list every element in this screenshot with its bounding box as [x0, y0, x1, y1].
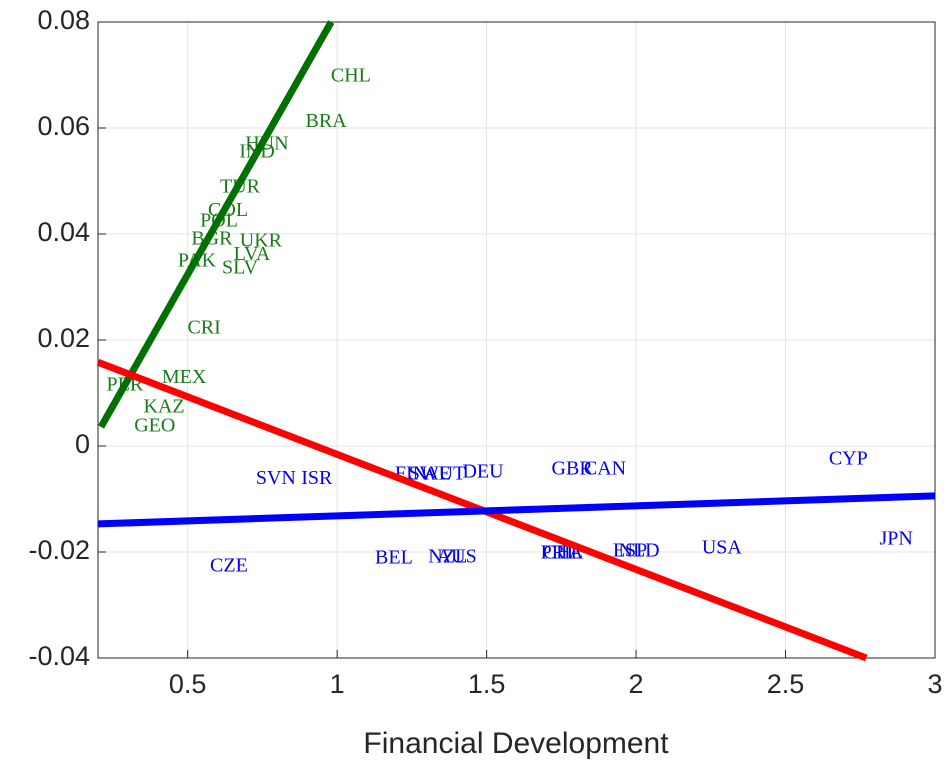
- point-label: NLD: [619, 540, 660, 562]
- x-axis-label: Financial Development: [363, 727, 669, 760]
- point-label: CZE: [210, 554, 248, 576]
- point-label: CYP: [829, 447, 868, 469]
- point-label: USA: [702, 536, 743, 558]
- point-label: NZL: [428, 545, 467, 567]
- point-label: AUT: [424, 463, 465, 485]
- point-label: ISR: [301, 467, 333, 489]
- x-tick-label: 1: [330, 669, 345, 699]
- point-label: CAN: [584, 457, 626, 479]
- point-label: MEX: [162, 366, 207, 388]
- point-label: LVA: [234, 243, 271, 265]
- y-tick-label: -0.02: [28, 535, 90, 565]
- x-tick-label: 3: [927, 669, 942, 699]
- fit-line: [97, 492, 936, 528]
- point-label: AUS: [437, 545, 477, 567]
- y-tick-label: 0: [75, 429, 90, 459]
- point-label: BRA: [306, 110, 348, 132]
- x-tick-label: 2: [629, 669, 644, 699]
- point-label: PRT: [541, 542, 576, 564]
- plot-frame: [97, 21, 936, 659]
- point-label: KAZ: [144, 395, 185, 417]
- y-tick-label: -0.04: [28, 641, 90, 671]
- y-tick-label: 0.04: [37, 217, 90, 247]
- point-label: UKR: [240, 230, 283, 252]
- x-tick-label: 1.5: [468, 669, 506, 699]
- point-label: CRI: [187, 316, 220, 338]
- point-label: SLV: [222, 257, 259, 279]
- point-label: ESP: [613, 540, 647, 562]
- point-label: SWE: [409, 463, 451, 485]
- point-label: GBR: [552, 457, 594, 479]
- x-tick-label: 0.5: [169, 669, 207, 699]
- point-label: BEL: [375, 546, 413, 568]
- point-label: SVN: [256, 467, 296, 489]
- x-tick-label: 2.5: [767, 669, 805, 699]
- fit-line: [97, 20, 335, 429]
- point-label: CHL: [331, 65, 371, 87]
- point-label: JPN: [879, 527, 912, 549]
- y-tick-label: 0.02: [37, 323, 90, 353]
- point-label: DEU: [462, 461, 504, 483]
- y-tick-label: 0.08: [37, 5, 90, 35]
- point-label: GEO: [134, 415, 175, 437]
- y-tick-label: 0.06: [37, 111, 90, 141]
